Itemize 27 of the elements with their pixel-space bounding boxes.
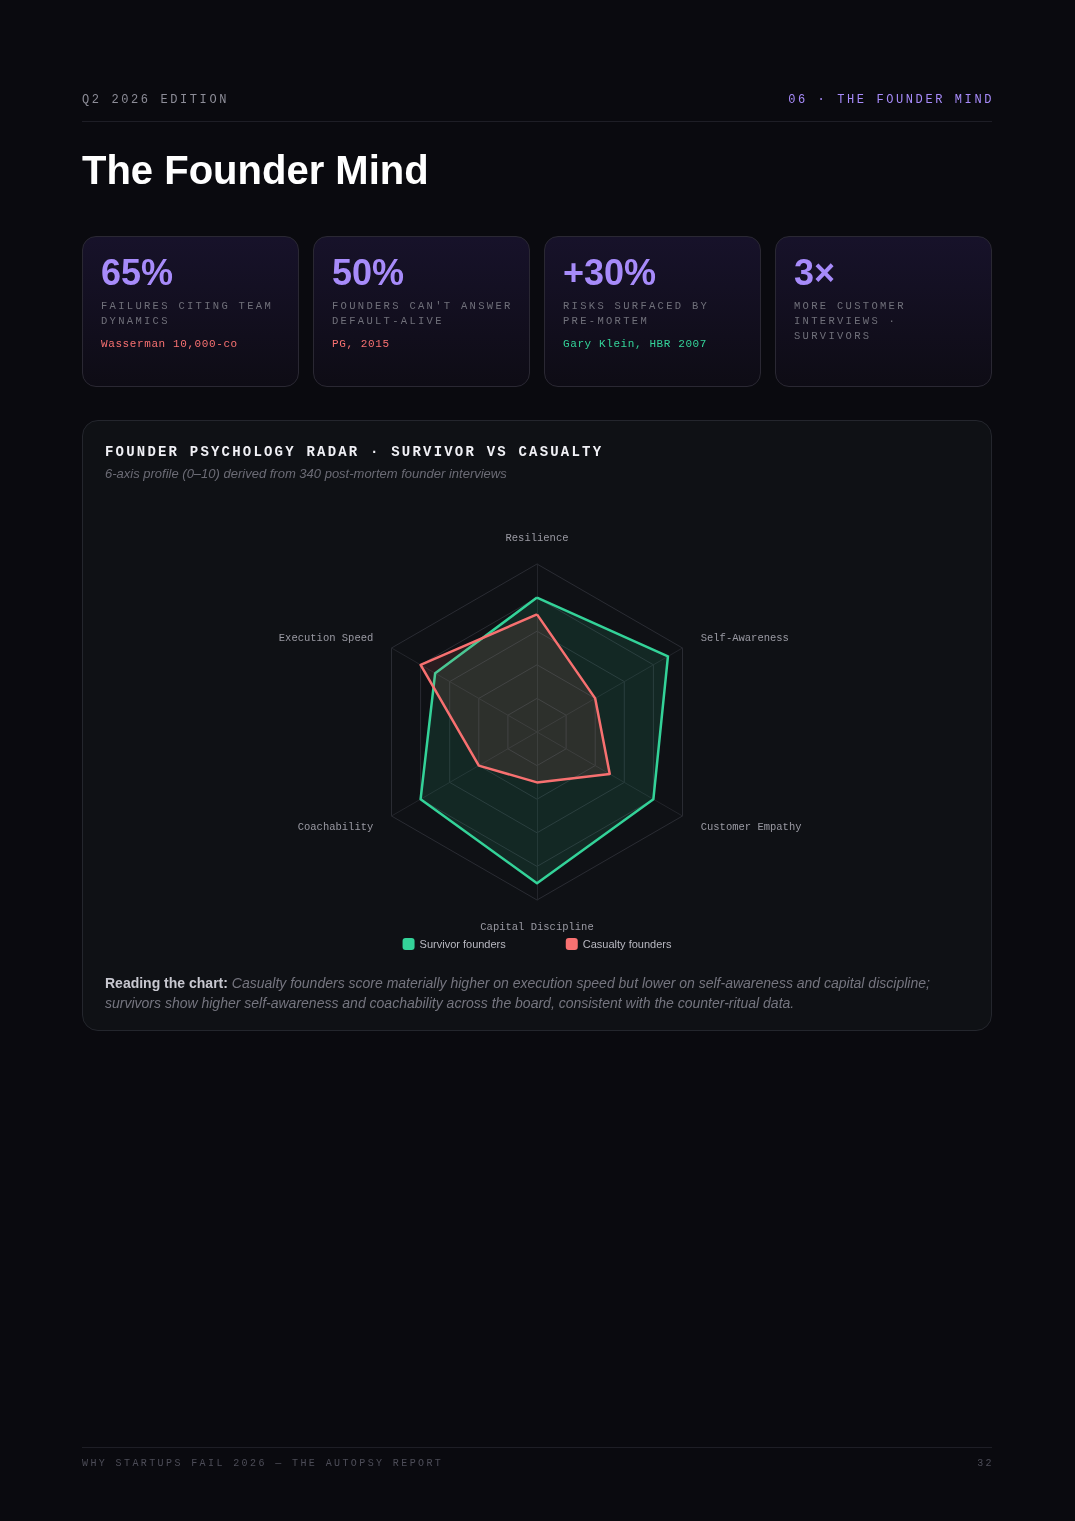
text: RISKS SURFACED BY PRE-MORTEM [563, 299, 711, 329]
text: Reading the chart: [105, 975, 228, 991]
text: FOUNDERS CAN'T ANSWER DEFAULT-ALIVE [332, 299, 514, 329]
text: 3× [794, 252, 837, 293]
spoke-label: Self-Awareness [700, 631, 789, 644]
text: +30% [563, 252, 658, 293]
text: Q2 2026 EDITION [82, 93, 230, 107]
text: Wasserman 10,000-co [101, 337, 239, 351]
text: PG, 2015 [332, 337, 391, 351]
text: FAILURES CITING TEAM DYNAMICS [101, 299, 275, 329]
chart-title: FOUNDER PSYCHOLOGY RADAR · SURVIVOR VS CASUALTY [105, 443, 604, 461]
legend-label: Casualty founders [582, 938, 672, 950]
text: 50% [332, 252, 406, 293]
text: 65% [101, 252, 175, 293]
text: WHY STARTUPS FAIL 2026 — THE AUTOPSY REPORT [82, 1458, 444, 1470]
spoke-label: Coachability [297, 820, 374, 833]
spoke-label: Resilience [505, 531, 569, 544]
spoke-label: Customer Empathy [700, 820, 802, 833]
text: 06 · THE FOUNDER MIND [788, 93, 994, 107]
legend-label: Survivor founders [419, 938, 507, 950]
chart-subtitle: 6-axis profile (0–10) derived from 340 post-mortem founder interviews [105, 466, 507, 482]
text: MORE CUSTOMER INTERVIEWS · SURVIVORS [794, 299, 907, 344]
spoke-label: Capital Discipline [480, 920, 594, 933]
text: 32 [977, 1458, 994, 1470]
spoke-label: Execution Speed [278, 631, 374, 644]
text: Gary Klein, HBR 2007 [563, 337, 709, 351]
text: The Founder Mind [82, 147, 429, 194]
